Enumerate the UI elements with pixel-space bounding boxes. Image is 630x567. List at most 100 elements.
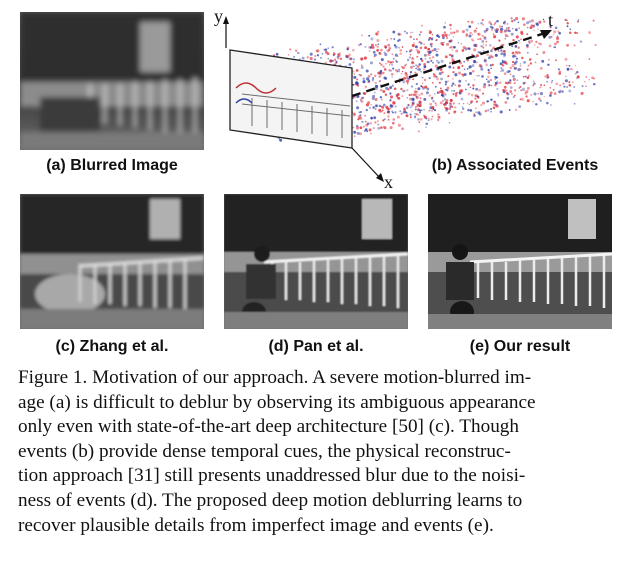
event-point <box>466 102 469 104</box>
event-point <box>543 20 546 23</box>
event-point <box>409 106 412 109</box>
event-point <box>396 55 399 58</box>
event-point <box>502 50 506 53</box>
event-point <box>485 27 489 31</box>
event-point <box>535 22 539 26</box>
event-point <box>361 97 363 99</box>
event-point <box>479 37 482 41</box>
caption-line: ness of events (d). The proposed deep mo… <box>18 489 523 511</box>
event-point <box>435 53 439 57</box>
event-point <box>411 61 414 64</box>
event-point <box>475 111 477 113</box>
event-point <box>373 55 376 58</box>
event-point <box>431 115 434 118</box>
event-point <box>473 43 477 47</box>
event-point <box>515 57 519 60</box>
event-point <box>447 75 450 78</box>
event-point <box>514 45 518 48</box>
event-point <box>457 84 461 88</box>
event-point <box>416 103 419 106</box>
event-point <box>392 118 396 121</box>
event-point <box>517 21 520 24</box>
event-point <box>470 100 474 103</box>
event-point <box>500 27 504 31</box>
event-point <box>432 99 435 103</box>
event-point <box>513 94 516 97</box>
event-point <box>390 72 394 76</box>
event-point <box>508 81 512 85</box>
event-point <box>457 66 461 70</box>
event-point <box>372 94 376 98</box>
event-point <box>440 77 444 81</box>
event-point <box>404 90 406 92</box>
event-point <box>374 81 377 85</box>
event-point <box>473 48 477 52</box>
event-point <box>549 91 553 95</box>
event-point <box>418 94 421 97</box>
event-point <box>405 74 409 77</box>
event-point <box>539 42 542 46</box>
event-point <box>481 40 485 43</box>
event-point <box>353 114 356 117</box>
event-point <box>513 82 516 85</box>
event-point <box>535 103 538 106</box>
event-point <box>376 39 380 42</box>
event-point <box>474 97 477 100</box>
event-point <box>419 46 423 50</box>
event-point <box>383 45 388 49</box>
event-point <box>528 40 530 42</box>
event-point <box>333 58 337 61</box>
event-point <box>356 131 360 135</box>
event-point <box>462 74 465 77</box>
event-point <box>424 85 428 89</box>
event-point <box>374 84 379 88</box>
event-point <box>492 33 495 36</box>
event-point <box>360 100 362 102</box>
event-point <box>481 34 484 38</box>
event-point <box>411 102 415 106</box>
event-point <box>502 64 505 67</box>
event-point <box>408 56 412 59</box>
event-point <box>568 31 572 35</box>
event-point <box>423 62 427 66</box>
event-point <box>546 76 550 79</box>
event-point <box>333 53 336 56</box>
event-point <box>453 110 456 113</box>
event-point <box>357 84 360 87</box>
event-point <box>559 89 562 92</box>
event-point <box>443 103 446 106</box>
event-point <box>527 64 530 67</box>
event-point <box>502 43 505 46</box>
event-point <box>337 57 340 60</box>
event-point <box>512 75 515 78</box>
event-point <box>494 78 497 81</box>
event-point <box>508 70 511 73</box>
event-point <box>516 79 519 82</box>
event-point <box>505 89 508 92</box>
event-point <box>360 64 363 67</box>
event-point <box>396 96 399 99</box>
event-point <box>370 116 373 120</box>
event-point <box>564 57 568 61</box>
event-point <box>414 45 418 49</box>
event-point <box>482 23 485 26</box>
event-point <box>418 121 421 123</box>
event-point <box>414 105 417 109</box>
event-point <box>362 125 365 128</box>
event-point <box>358 116 363 120</box>
event-point <box>495 104 499 108</box>
event-point <box>398 46 400 49</box>
event-point <box>506 82 509 85</box>
event-point <box>470 93 474 97</box>
event-point <box>424 58 427 60</box>
event-point <box>429 102 433 106</box>
event-point <box>481 75 484 78</box>
event-point <box>550 27 552 29</box>
event-point <box>512 96 515 99</box>
event-point <box>501 25 503 28</box>
event-point <box>509 79 512 82</box>
x-axis-label: x <box>384 172 393 192</box>
event-point <box>490 49 493 53</box>
event-point <box>445 107 449 111</box>
event-point <box>491 48 494 51</box>
